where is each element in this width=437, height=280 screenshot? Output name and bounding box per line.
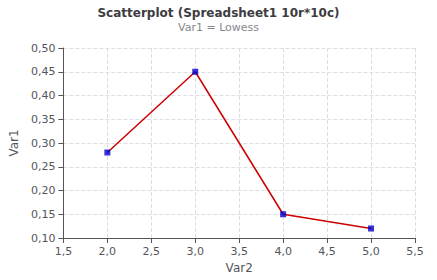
- svg-text:Var1: Var1: [7, 129, 21, 156]
- svg-text:Var1 = Lowess: Var1 = Lowess: [178, 21, 259, 34]
- svg-text:0,25: 0,25: [31, 160, 56, 173]
- svg-text:0,50: 0,50: [31, 42, 56, 55]
- svg-text:2,5: 2,5: [143, 245, 161, 258]
- svg-text:0,30: 0,30: [31, 137, 56, 150]
- svg-text:0,40: 0,40: [31, 89, 56, 102]
- svg-text:0,35: 0,35: [31, 113, 56, 126]
- svg-text:0,15: 0,15: [31, 208, 56, 221]
- svg-text:3,5: 3,5: [230, 245, 248, 258]
- svg-text:Var2: Var2: [226, 261, 253, 275]
- svg-text:1,5: 1,5: [55, 245, 72, 258]
- svg-text:2,0: 2,0: [99, 245, 117, 258]
- svg-text:0,45: 0,45: [31, 65, 56, 78]
- svg-text:0,10: 0,10: [31, 232, 56, 245]
- svg-text:4,5: 4,5: [318, 245, 336, 258]
- svg-text:4,0: 4,0: [274, 245, 292, 258]
- svg-text:Scatterplot (Spreadsheet1 10r*: Scatterplot (Spreadsheet1 10r*10c): [97, 6, 339, 20]
- svg-text:0,20: 0,20: [31, 184, 56, 197]
- svg-text:5,0: 5,0: [362, 245, 380, 258]
- svg-text:3,0: 3,0: [186, 245, 204, 258]
- svg-text:5,5: 5,5: [406, 245, 424, 258]
